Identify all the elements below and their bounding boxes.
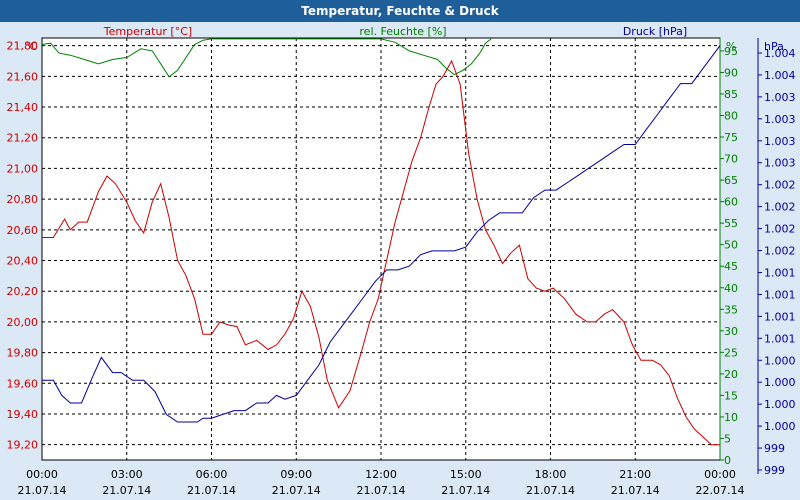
right2-tick-label: 999 [764,442,785,455]
right2-tick-label: 1.000 [764,354,796,367]
grid [42,38,720,460]
right2-tick-label: 999 [764,464,785,477]
right2-tick-label: 1.002 [764,245,796,258]
left-tick-label: 19,80 [7,347,39,360]
right2-tick-label: 1.003 [764,91,796,104]
right2-tick-label: 1.003 [764,135,796,148]
right2-tick-label: 1.004 [764,47,796,60]
right2-tick-label: 1.000 [764,398,796,411]
right2-tick-label: 1.002 [764,179,796,192]
right1-tick-label: 90 [724,66,738,79]
right1-tick-label: 95 [724,45,738,58]
x-tick-time: 00:00 [704,468,736,481]
x-tick-time: 18:00 [535,468,567,481]
x-tick-date: 21.07.14 [611,484,660,497]
left-tick-label: 21,80 [7,40,39,53]
right1-tick-label: 20 [724,368,738,381]
right1-tick-label: 65 [724,174,738,187]
series-group [42,38,720,446]
right1-tick-label: 0 [724,454,731,467]
left-tick-label: 20,00 [7,316,39,329]
x-tick-date: 21.07.14 [102,484,151,497]
left-tick-label: 19,20 [7,439,39,452]
right1-tick-label: 70 [724,153,738,166]
x-tick-time: 03:00 [111,468,143,481]
window-title: Temperatur, Feuchte & Druck [0,0,800,22]
right1-tick-label: 40 [724,282,738,295]
x-tick-time: 21:00 [619,468,651,481]
right1-tick-label: 5 [724,432,731,445]
left-unit: °C [24,40,38,53]
right2-tick-label: 1.002 [764,201,796,214]
x-tick-time: 09:00 [280,468,312,481]
right1-tick-label: 50 [724,239,738,252]
x-tick-time: 00:00 [26,468,58,481]
right1-tick-label: 15 [724,389,738,402]
series-line-left [42,59,720,446]
right2-tick-label: 1.001 [764,310,796,323]
chart: 00:00 21.07.14 03:00 21.07.14 06:00 21.07.14 0… [0,22,800,500]
series-line-right2 [42,45,720,423]
left-tick-label: 20,80 [7,193,39,206]
right2-axis-title: Druck [hPa] [623,25,687,38]
right2-unit: hPa [764,40,784,53]
right1-tick-label: 30 [724,325,738,338]
axis-labels: Temperatur [°C] rel. Feuchte [%] Druck [… [24,25,784,53]
right2-tick-label: 1.003 [764,113,796,126]
left-tick-label: 20,20 [7,285,39,298]
right2-tick-label: 1.003 [764,157,796,170]
x-tick-date: 21.07.14 [18,484,67,497]
right1-tick-label: 80 [724,110,738,123]
x-tick-date: 21.07.14 [272,484,321,497]
right1-tick-label: 10 [724,411,738,424]
x-tick-date: 22.07.14 [696,484,745,497]
right1-unit: % [726,40,736,53]
right2-tick-label: 1.000 [764,376,796,389]
right1-tick-label: 55 [724,217,738,230]
x-tick-time: 15:00 [450,468,482,481]
x-tick-time: 12:00 [365,468,397,481]
right1-tick-label: 85 [724,88,738,101]
right2-tick-label: 1.001 [764,266,796,279]
x-tick-date: 21.07.14 [357,484,406,497]
x-tick-time: 06:00 [196,468,228,481]
series-line-right1 [42,38,492,78]
right1-tick-label: 60 [724,196,738,209]
x-tick-date: 21.07.14 [187,484,236,497]
right2-tick-label: 1.001 [764,288,796,301]
right1-tick-label: 45 [724,260,738,273]
right2-tick-label: 1.002 [764,223,796,236]
left-tick-label: 21,20 [7,132,39,145]
right1-tick-label: 25 [724,346,738,359]
axes: 00:00 21.07.14 03:00 21.07.14 06:00 21.07.14 0… [7,38,796,497]
x-tick-date: 21.07.14 [441,484,490,497]
x-tick-date: 21.07.14 [526,484,575,497]
right2-tick-label: 1.004 [764,69,796,82]
left-tick-label: 20,40 [7,255,39,268]
left-tick-label: 21,60 [7,70,39,83]
right1-axis-title: rel. Feuchte [%] [359,25,446,38]
right1-tick-label: 75 [724,131,738,144]
left-tick-label: 21,40 [7,101,39,114]
left-tick-label: 19,60 [7,377,39,390]
right1-tick-label: 35 [724,303,738,316]
left-axis-title: Temperatur [°C] [103,25,192,38]
right2-tick-label: 1.001 [764,332,796,345]
left-tick-label: 19,40 [7,408,39,421]
right2-tick-label: 1.000 [764,420,796,433]
left-tick-label: 21,00 [7,162,39,175]
left-tick-label: 20,60 [7,224,39,237]
